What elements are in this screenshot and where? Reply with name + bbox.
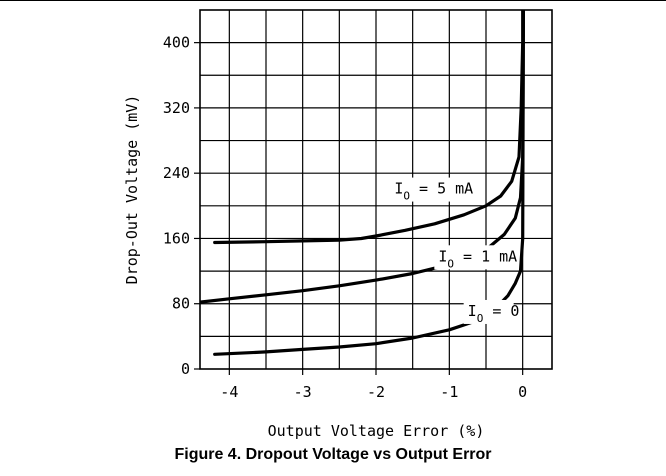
x-tick-label: -1 (440, 383, 458, 401)
y-axis-label: Drop-Out Voltage (mV) (123, 95, 141, 285)
y-tick-label: 240 (163, 164, 190, 182)
x-tick-label: -2 (367, 383, 385, 401)
series-label-2: IO = 0 (468, 302, 520, 325)
series-label-background (434, 245, 512, 270)
y-tick-label: 80 (172, 295, 190, 313)
top-rule (0, 0, 666, 1)
series-label-1: IO = 1 mA (438, 247, 517, 270)
series-label-0: IO = 5 mA (394, 180, 473, 203)
figure-caption: Figure 4. Dropout Voltage vs Output Erro… (174, 446, 492, 463)
x-tick-label: -4 (220, 383, 238, 401)
y-tick-label: 320 (163, 99, 190, 117)
x-tick-label: 0 (518, 383, 527, 401)
x-tick-label: -3 (294, 383, 312, 401)
series-label-background (463, 299, 514, 324)
y-tick-label: 160 (163, 229, 190, 247)
series-line-0 (213, 10, 525, 245)
y-tick-label: 400 (163, 34, 190, 52)
series-label-background (390, 177, 468, 202)
y-tick-label: 0 (181, 360, 190, 378)
x-axis-label: Output Voltage Error (%) (268, 422, 485, 440)
